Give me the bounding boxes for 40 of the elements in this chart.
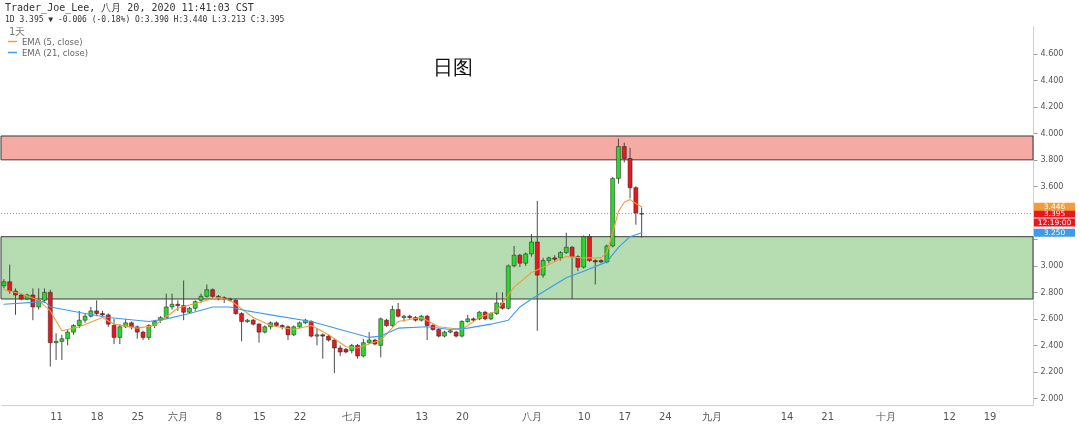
y-tick-label: 2.000 xyxy=(1040,393,1064,403)
line-series xyxy=(3,199,643,349)
x-tick-label: 13 xyxy=(415,410,429,422)
x-tick-label: 8 xyxy=(215,410,223,422)
x-tick-label: 20 xyxy=(456,410,469,422)
x-tick-label: 19 xyxy=(983,410,997,422)
x-tick-label: 六月 xyxy=(168,410,189,422)
y-tick-label: 3.600 xyxy=(1040,181,1064,191)
x-tick-label: 17 xyxy=(618,410,632,422)
y-tick-label: 4.400 xyxy=(1040,75,1064,85)
y-tick-label: 2.200 xyxy=(1040,367,1064,377)
x-tick-label: 十月 xyxy=(875,410,896,422)
legend-label: EMA (21, close) xyxy=(22,47,88,58)
y-tick-label: 3.000 xyxy=(1040,261,1064,271)
y-tick-label: 4.200 xyxy=(1040,102,1064,112)
x-tick-label: 15 xyxy=(253,410,266,422)
y-tick-label: 2.400 xyxy=(1040,340,1064,350)
x-tick-label: 21 xyxy=(821,410,835,422)
y-tick-label: 2.800 xyxy=(1040,287,1064,297)
x-tick-label: 九月 xyxy=(701,410,722,422)
x-tick-label: 18 xyxy=(90,410,104,422)
x-tick-label: 22 xyxy=(293,410,307,422)
text: 日图 xyxy=(432,55,473,79)
legend-label: EMA (5, close) xyxy=(22,36,83,47)
text: 1D 3.395 ▼ -0.006 (-0.18%) O:3.390 H:3.440 L:3.213 C:3.395 xyxy=(5,15,285,24)
x-tick-label: 14 xyxy=(780,410,794,422)
x-tick-label: 11 xyxy=(50,410,63,422)
candlestick xyxy=(639,207,644,239)
x-tick-label: 七月 xyxy=(342,410,363,422)
text: Trader_Joe_Lee, 八月 20, 2020 11:41:03 CST xyxy=(5,2,254,14)
x-tick-label: 24 xyxy=(658,410,672,422)
x-tick-label: 八月 xyxy=(521,410,542,422)
y-tick-label: 2.600 xyxy=(1040,314,1064,324)
y-tick-label: 4.600 xyxy=(1040,49,1064,59)
y-tick-label: 3.800 xyxy=(1040,155,1064,165)
x-tick-label: 10 xyxy=(577,410,591,422)
y-tick-label: 4.000 xyxy=(1040,128,1064,138)
x-tick-label: 12 xyxy=(943,410,956,422)
annotation: 1天 xyxy=(9,26,26,37)
x-tick-label: 25 xyxy=(131,410,145,422)
